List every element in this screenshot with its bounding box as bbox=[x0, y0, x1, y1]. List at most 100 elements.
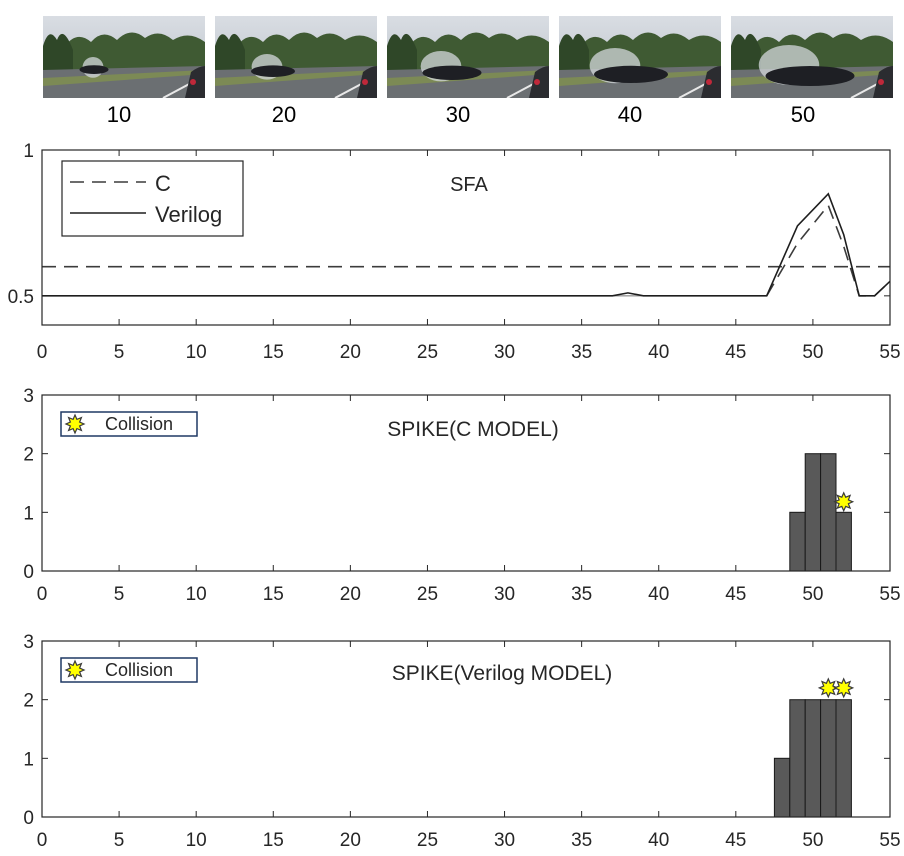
frame-label-10: 10 bbox=[106, 102, 132, 127]
x-tick-label: 25 bbox=[417, 584, 438, 605]
y-tick-label: 1 bbox=[23, 503, 34, 524]
x-tick-label: 30 bbox=[494, 342, 515, 363]
x-tick-label: 40 bbox=[648, 342, 669, 363]
y-tick-label: 1 bbox=[23, 141, 34, 162]
x-tick-label: 50 bbox=[802, 830, 823, 851]
trees-left bbox=[387, 33, 417, 76]
lane-marking bbox=[506, 81, 538, 98]
x-tick-label: 15 bbox=[263, 342, 284, 363]
x-tick-label: 5 bbox=[114, 830, 125, 851]
collision-marker bbox=[817, 677, 839, 699]
trees-left bbox=[731, 33, 761, 76]
taillight bbox=[190, 79, 196, 85]
chart-title: SFA bbox=[450, 174, 488, 196]
bar bbox=[804, 453, 822, 572]
lane-marking bbox=[850, 81, 882, 98]
video-frame-30 bbox=[387, 16, 549, 98]
collision-marker bbox=[64, 659, 86, 681]
y-tick-label: 3 bbox=[23, 632, 34, 653]
plot-frame bbox=[41, 640, 891, 818]
road-scene-graphic bbox=[559, 16, 721, 98]
y-tick-label: 0 bbox=[23, 562, 34, 583]
lane-marking bbox=[162, 81, 194, 98]
frame-label-40: 40 bbox=[617, 102, 643, 127]
legend-label-c: C bbox=[155, 171, 171, 196]
lane-marking bbox=[334, 81, 366, 98]
x-tick-label: 25 bbox=[417, 830, 438, 851]
plot-frame bbox=[41, 394, 891, 572]
spike-c-model-chart: 0 5 10 15 20 25 30 35 40 45 50 55 0 1 2 3 Collision SPIKE… bbox=[23, 386, 900, 605]
trees-left bbox=[43, 33, 73, 76]
x-tick-label: 35 bbox=[571, 342, 592, 363]
grass-median bbox=[43, 70, 205, 86]
y-tick-label: 1 bbox=[23, 749, 34, 770]
road-scene-graphic bbox=[731, 16, 893, 98]
legend-label: Collision bbox=[105, 414, 173, 434]
x-tick-label: 20 bbox=[340, 584, 361, 605]
x-tick-label: 35 bbox=[571, 830, 592, 851]
bar bbox=[820, 453, 837, 572]
x-tick-label: 55 bbox=[879, 584, 900, 605]
y-tick-label: 2 bbox=[23, 691, 34, 712]
collision-marker bbox=[833, 491, 855, 513]
plot-frame bbox=[41, 149, 891, 326]
x-tick-label: 20 bbox=[340, 830, 361, 851]
road-scene-graphic bbox=[387, 16, 549, 98]
legend-box bbox=[61, 160, 244, 237]
y-tick-label: 0.5 bbox=[8, 287, 34, 308]
bar bbox=[835, 699, 852, 818]
x-tick-label: 5 bbox=[114, 584, 125, 605]
video-frame-20 bbox=[215, 16, 377, 98]
taillight bbox=[878, 79, 884, 85]
crashing-car bbox=[79, 65, 109, 74]
legend: C Verilog bbox=[61, 160, 244, 237]
trees-left bbox=[215, 33, 245, 76]
x-tick-label: 20 bbox=[340, 342, 361, 363]
x-tick-label: 0 bbox=[37, 584, 48, 605]
y-tick-label: 2 bbox=[23, 445, 34, 466]
x-tick-label: 40 bbox=[648, 830, 669, 851]
collision-marker bbox=[833, 677, 855, 699]
x-tick-label: 55 bbox=[879, 830, 900, 851]
taillight bbox=[362, 79, 368, 85]
bar bbox=[773, 757, 791, 818]
taillight bbox=[706, 79, 712, 85]
video-frame-50 bbox=[731, 16, 893, 98]
frame-label-50: 50 bbox=[790, 102, 816, 127]
x-tick-label: 45 bbox=[725, 584, 746, 605]
video-frame-40 bbox=[559, 16, 721, 98]
chart-title: SPIKE(Verilog MODEL) bbox=[392, 662, 613, 685]
x-tick-label: 25 bbox=[417, 342, 438, 363]
x-tick-label: 45 bbox=[725, 830, 746, 851]
x-tick-label: 0 bbox=[37, 342, 48, 363]
grass-median bbox=[215, 70, 377, 86]
x-tick-label: 15 bbox=[263, 830, 284, 851]
frame-label-20: 20 bbox=[271, 102, 297, 127]
frame-label-30: 30 bbox=[445, 102, 471, 127]
legend: Collision bbox=[60, 411, 198, 437]
collision-marker bbox=[64, 413, 86, 435]
series-line-verilog bbox=[42, 192, 891, 297]
x-tick-label: 40 bbox=[648, 584, 669, 605]
x-tick-label: 30 bbox=[494, 830, 515, 851]
crashing-car bbox=[594, 65, 668, 83]
video-frame-strip: 10 20 30 40 50 bbox=[0, 0, 904, 132]
legend: Collision bbox=[60, 657, 198, 683]
crashing-car bbox=[765, 66, 855, 86]
crashing-car bbox=[251, 65, 295, 77]
road-scene-graphic bbox=[215, 16, 377, 98]
x-tick-label: 15 bbox=[263, 584, 284, 605]
chart-title: SPIKE(C MODEL) bbox=[387, 418, 559, 441]
x-tick-label: 5 bbox=[114, 342, 125, 363]
spike-verilog-model-chart: 0 5 10 15 20 25 30 35 40 45 50 55 0 1 2 3 Collision SPIKE… bbox=[23, 632, 900, 851]
bar bbox=[835, 511, 852, 572]
sfa-chart: 0 5 10 15 20 25 30 35 40 45 50 55 0.5 1 C Verilog SFA bbox=[8, 141, 901, 363]
bar bbox=[789, 699, 806, 818]
bar bbox=[804, 699, 822, 818]
x-tick-label: 0 bbox=[37, 830, 48, 851]
crashing-car bbox=[422, 65, 482, 80]
x-tick-label: 30 bbox=[494, 584, 515, 605]
x-tick-label: 50 bbox=[802, 584, 823, 605]
video-frame-10 bbox=[43, 16, 205, 98]
